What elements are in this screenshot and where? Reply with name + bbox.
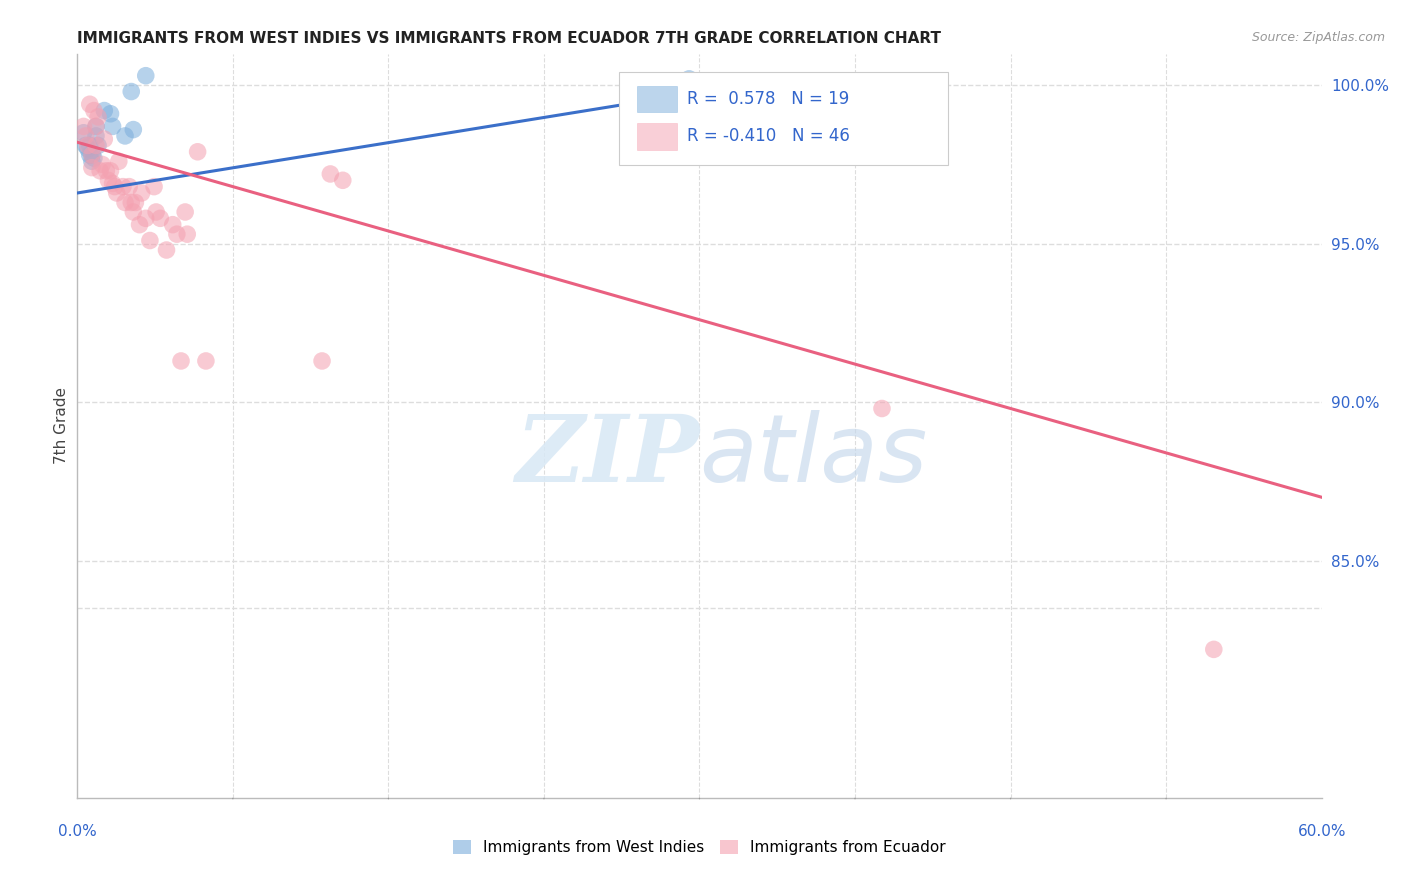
Text: 60.0%: 60.0%: [1298, 823, 1346, 838]
Point: [176, 227, 198, 242]
Point: [104, 179, 127, 194]
Point: [79, 97, 101, 112]
Point: [1202, 642, 1225, 657]
Point: [114, 195, 136, 210]
Text: IMMIGRANTS FROM WEST INDIES VS IMMIGRANTS FROM ECUADOR 7TH GRADE CORRELATION CHA: IMMIGRANTS FROM WEST INDIES VS IMMIGRANT…: [77, 31, 942, 46]
Point: [84, 128, 107, 143]
Point: [84, 120, 107, 134]
Point: [139, 234, 162, 248]
Point: [97, 173, 120, 187]
Point: [100, 163, 122, 178]
Point: [80, 148, 103, 162]
Point: [120, 85, 142, 99]
Point: [84, 120, 107, 134]
Point: [101, 120, 124, 134]
Point: [170, 354, 193, 368]
Text: R =  0.578   N = 19: R = 0.578 N = 19: [688, 90, 849, 108]
Point: [145, 205, 167, 219]
Point: [135, 211, 157, 226]
Point: [120, 195, 142, 210]
Point: [678, 71, 700, 86]
Point: [96, 163, 118, 178]
Point: [84, 138, 107, 153]
Point: [149, 211, 172, 226]
Point: [114, 128, 136, 143]
Point: [76, 142, 98, 156]
Point: [135, 69, 157, 83]
Point: [93, 132, 115, 146]
Point: [105, 186, 128, 200]
Point: [72, 126, 94, 140]
Point: [79, 148, 101, 162]
Point: [122, 205, 145, 219]
Point: [83, 103, 105, 118]
Point: [118, 179, 141, 194]
Y-axis label: 7th Grade: 7th Grade: [53, 387, 69, 465]
FancyBboxPatch shape: [637, 123, 678, 150]
Text: Source: ZipAtlas.com: Source: ZipAtlas.com: [1251, 31, 1385, 45]
Point: [87, 138, 110, 153]
Point: [162, 218, 184, 232]
Text: ZIP: ZIP: [515, 410, 700, 500]
Point: [80, 161, 103, 175]
Point: [108, 154, 131, 169]
Point: [76, 138, 98, 153]
Text: atlas: atlas: [700, 410, 928, 501]
Point: [75, 128, 97, 143]
Point: [174, 205, 197, 219]
Point: [80, 148, 103, 162]
Point: [870, 401, 893, 416]
Point: [93, 103, 115, 118]
Point: [166, 227, 188, 242]
Point: [80, 154, 103, 169]
Point: [155, 243, 177, 257]
Point: [87, 110, 110, 124]
Point: [332, 173, 354, 187]
Point: [79, 138, 101, 153]
Point: [128, 218, 150, 232]
Point: [187, 145, 209, 159]
Text: 0.0%: 0.0%: [58, 823, 97, 838]
FancyBboxPatch shape: [637, 86, 678, 112]
Point: [194, 354, 217, 368]
Point: [91, 157, 114, 171]
Point: [131, 186, 153, 200]
Point: [101, 177, 124, 191]
Point: [122, 122, 145, 136]
Point: [319, 167, 342, 181]
Point: [72, 120, 94, 134]
FancyBboxPatch shape: [619, 72, 949, 165]
Point: [75, 138, 97, 153]
Legend: Immigrants from West Indies, Immigrants from Ecuador: Immigrants from West Indies, Immigrants …: [447, 834, 952, 862]
Point: [143, 179, 166, 194]
Point: [124, 195, 146, 210]
Point: [100, 107, 122, 121]
Point: [83, 151, 105, 165]
Text: R = -0.410   N = 46: R = -0.410 N = 46: [688, 128, 849, 145]
Point: [111, 179, 134, 194]
Point: [89, 163, 111, 178]
Point: [311, 354, 333, 368]
